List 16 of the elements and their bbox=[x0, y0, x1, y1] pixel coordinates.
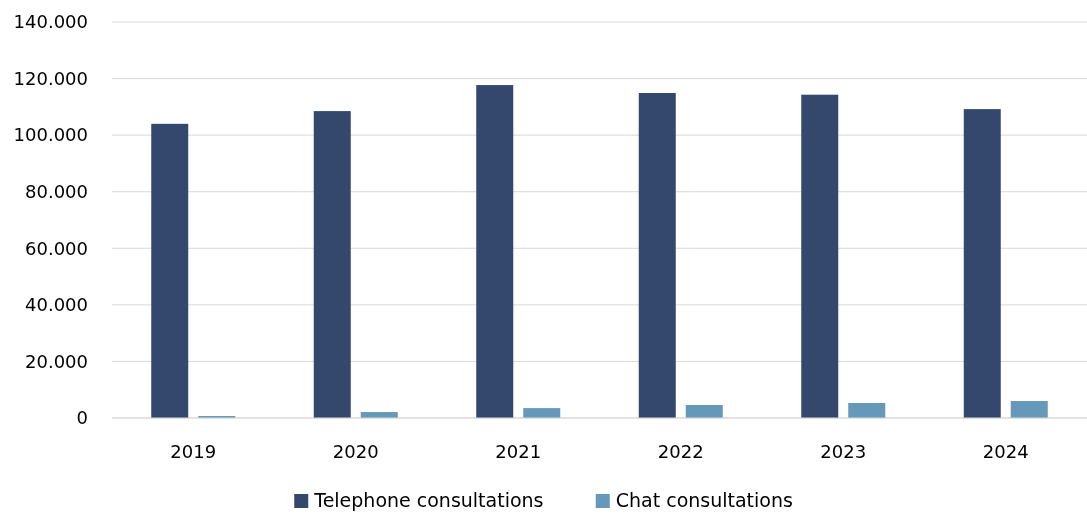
x-tick-label: 2021 bbox=[495, 441, 542, 462]
y-tick-label: 80.000 bbox=[25, 181, 88, 203]
x-tick-label: 2022 bbox=[657, 441, 704, 462]
legend-label: Chat consultations bbox=[615, 489, 793, 511]
y-tick-label: 0 bbox=[76, 407, 88, 429]
y-tick-label: 120.000 bbox=[13, 67, 88, 89]
y-tick-label: 60.000 bbox=[25, 237, 88, 259]
x-tick-label: 2024 bbox=[982, 441, 1029, 462]
y-tick-label: 20.000 bbox=[25, 350, 88, 372]
x-tick-label: 2019 bbox=[170, 441, 217, 462]
legend-label: Telephone consultations bbox=[313, 489, 544, 511]
y-tick-label: 100.000 bbox=[13, 124, 88, 146]
x-tick-label: 2023 bbox=[820, 441, 867, 462]
x-tick-label: 2020 bbox=[332, 441, 379, 462]
y-tick-label: 40.000 bbox=[25, 294, 88, 316]
y-tick-label: 140.000 bbox=[13, 11, 88, 33]
